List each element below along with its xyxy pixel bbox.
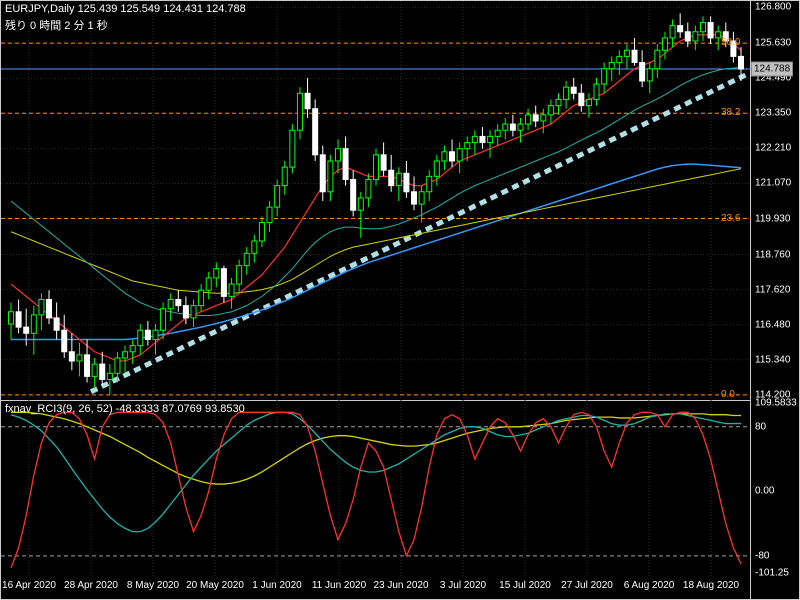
current-price-box: 124.788: [751, 62, 793, 77]
price-tick: 125.630: [755, 38, 791, 49]
indicator-chart[interactable]: fxnav_RCI3(9, 26, 52) -48.3333 87.0769 9…: [1, 401, 751, 576]
indicator-axis: 109.5833800.00-80-101.25: [751, 401, 800, 576]
price-tick: 117.620: [755, 284, 790, 295]
chart-container: EURJPY,Daily 125.439 125.549 124.431 124…: [0, 0, 800, 600]
fib-label: 23.6: [721, 213, 740, 224]
date-tick: 28 Apr 2020: [64, 580, 118, 591]
symbol-label: EURJPY,Daily 125.439 125.549 124.431 124…: [5, 3, 246, 15]
date-tick: 15 Jul 2020: [499, 580, 551, 591]
price-tick: 119.930: [755, 213, 790, 224]
date-tick: 18 Aug 2020: [683, 580, 739, 591]
indicator-tick: 109.5833: [755, 397, 797, 408]
countdown-label: 残り 0 時間 2 分 1 秒: [5, 17, 108, 33]
indicator-label: fxnav_RCI3(9, 26, 52) -48.3333 87.0769 9…: [5, 403, 245, 415]
fib-label: 38.2: [721, 107, 740, 118]
price-tick: 115.340: [755, 354, 790, 365]
price-tick: 123.350: [755, 108, 791, 119]
date-tick: 3 Jul 2020: [440, 580, 486, 591]
date-tick: 20 May 2020: [186, 580, 244, 591]
date-tick: 11 Jun 2020: [312, 580, 366, 591]
fib-label: 0.0: [721, 389, 735, 400]
price-tick: 126.800: [755, 2, 791, 13]
date-axis: 16 Apr 2020 28 Apr 2020 8 May 2020 20 May 2…: [1, 576, 751, 600]
date-tick: 6 Aug 2020: [624, 580, 675, 591]
price-tick: 116.480: [755, 319, 790, 330]
price-tick: 121.070: [755, 178, 791, 189]
price-tick: 122.210: [755, 143, 791, 154]
fib-label: 50.0: [721, 37, 740, 48]
date-tick: 8 May 2020: [127, 580, 179, 591]
date-tick: 16 Apr 2020: [2, 580, 56, 591]
indicator-tick: 0.00: [755, 486, 774, 497]
indicator-tick: -80: [755, 550, 769, 561]
date-tick: 23 Jun 2020: [373, 580, 428, 591]
price-tick: 118.760: [755, 249, 790, 260]
indicator-tick: -101.25: [755, 567, 789, 578]
date-tick: 27 Jul 2020: [561, 580, 613, 591]
date-tick: 1 Jun 2020: [252, 580, 302, 591]
indicator-tick: 80: [755, 421, 766, 432]
main-chart[interactable]: 0.0 23.6 38.2 50.0: [1, 1, 751, 401]
